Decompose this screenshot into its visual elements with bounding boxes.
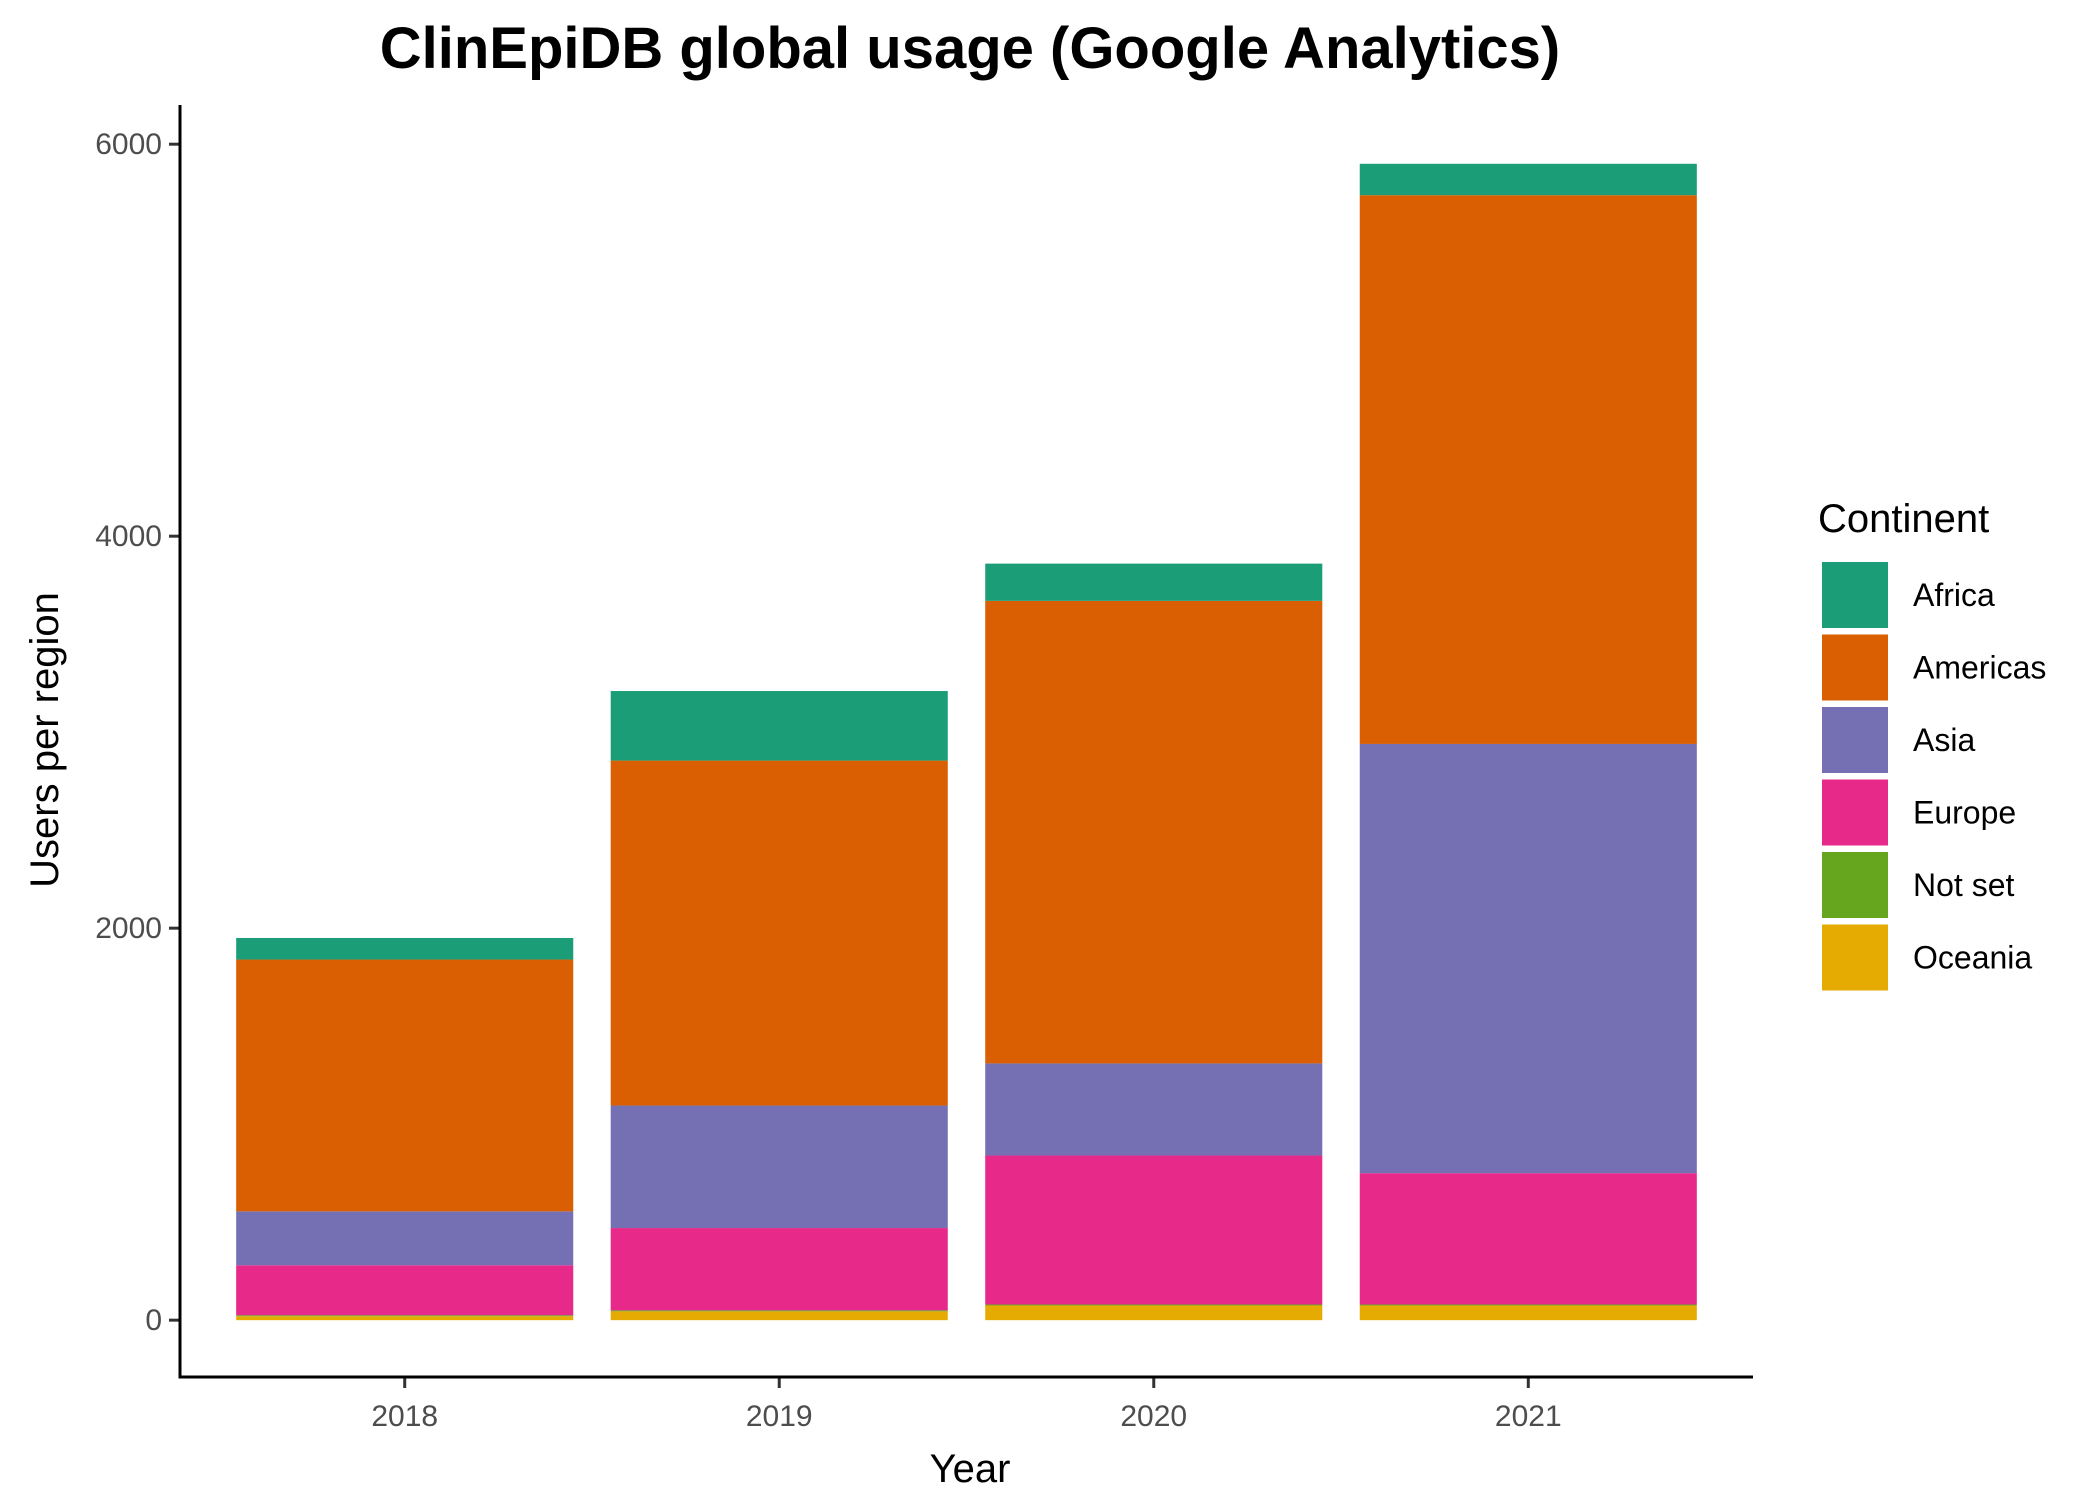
legend-label-oceania: Oceania [1913,940,2032,976]
legend-label-asia: Asia [1913,722,1975,758]
y-tick-label-0: 0 [145,1304,162,1337]
legend-label-europe: Europe [1913,795,2016,831]
legend-swatch-europe [1822,779,1888,846]
bar-2019-oceania [610,1311,948,1321]
legend-swatch-not-set [1822,852,1888,918]
bar-2021-americas [1359,195,1697,744]
legend-items: Africa Americas Asia Europe Not set Oceania [1822,562,2046,991]
bar-2020-europe [985,1155,1323,1305]
x-tick-label-2018: 2018 [371,1400,438,1433]
bar-2021-africa [1359,163,1697,196]
bar-2021-europe [1359,1173,1697,1305]
legend-swatch-africa [1822,562,1888,628]
legend-label-not-set: Not set [1913,867,2014,903]
bar-2019-africa [610,691,948,761]
bar-2019-americas [610,760,948,1106]
bar-2019-europe [610,1228,948,1311]
bar-2018-not-set [236,1315,574,1317]
y-axis-title: Users per region [23,592,67,888]
bar-2021-oceania [1359,1305,1697,1321]
bar-2021-not-set [1359,1304,1697,1306]
legend-swatch-oceania [1822,924,1888,991]
bar-2020-not-set [985,1304,1323,1306]
bar-2018-europe [236,1265,574,1316]
y-axis-ticks: 0 2000 4000 6000 [95,128,180,1337]
y-tick-label-6000: 6000 [95,128,162,161]
legend-swatch-americas [1822,634,1888,701]
legend-swatch-asia [1822,707,1888,773]
bars-group [236,163,1697,1321]
bar-2018-asia [236,1211,574,1266]
bar-2020-oceania [985,1305,1323,1321]
bar-2019-asia [610,1105,948,1229]
x-tick-label-2020: 2020 [1120,1400,1187,1433]
legend-title: Continent [1818,497,1989,541]
bar-2018-africa [236,937,574,960]
bar-2020-asia [985,1063,1323,1156]
bar-2021-asia [1359,743,1697,1174]
bar-2018-oceania [236,1316,574,1321]
legend-label-africa: Africa [1913,577,1995,613]
x-tick-label-2019: 2019 [746,1400,813,1433]
bar-2020-americas [985,600,1323,1064]
bar-2018-americas [236,959,574,1212]
bar-2019-not-set [610,1310,948,1312]
legend-label-americas: Americas [1913,650,2046,686]
legend: Continent Africa Americas Asia Europe Not se… [1818,497,2046,991]
y-tick-label-2000: 2000 [95,912,162,945]
bar-2020-africa [985,563,1323,601]
x-axis-ticks: 2018 2019 2020 2021 [371,1377,1562,1433]
x-tick-label-2021: 2021 [1495,1400,1562,1433]
chart-title: ClinEpiDB global usage (Google Analytics… [380,16,1561,81]
y-tick-label-4000: 4000 [95,520,162,553]
x-axis-title: Year [930,1447,1011,1491]
